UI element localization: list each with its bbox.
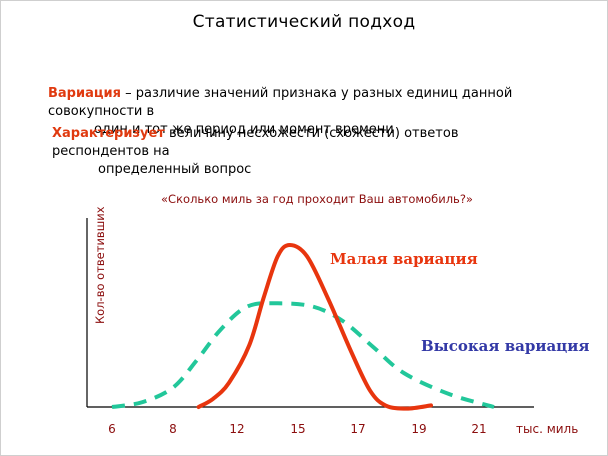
- definition-variation: Вариация – различие значений признака у …: [48, 85, 578, 139]
- x-tick-labels: 6 8 12 15 17 19 21: [108, 422, 486, 436]
- high-variation-label: Высокая вариация: [421, 337, 589, 355]
- slide-title: Статистический подход: [192, 12, 416, 32]
- x-tick-label: 19: [411, 422, 426, 436]
- x-tick-label: 8: [169, 422, 177, 436]
- definition-characterizes: Характеризует величину несхожести (схоже…: [52, 125, 552, 179]
- x-tick-label: 12: [229, 422, 244, 436]
- x-tick-label: 21: [471, 422, 486, 436]
- x-tick-label: 6: [108, 422, 116, 436]
- definition-text-line1: различие значений признака у разных един…: [48, 86, 513, 119]
- definition-separator: –: [120, 86, 136, 101]
- definition-text-line2: один и тот же период или момент времени: [94, 122, 394, 137]
- low-variation-label: Малая вариация: [330, 250, 478, 268]
- high-variation-curve: [111, 301, 495, 409]
- low-variation-curve: [196, 243, 433, 411]
- y-axis-label: Кол-во ответивших: [93, 206, 107, 324]
- definition-text-line1: величину несхожести (схожести) ответов р…: [52, 126, 459, 159]
- survey-question: «Сколько миль за год проходит Ваш автомо…: [161, 192, 473, 206]
- x-axis-unit-label: тыс. миль: [516, 422, 578, 436]
- x-tick-label: 15: [290, 422, 305, 436]
- definition-text-line2: определенный вопрос: [98, 162, 252, 177]
- x-tick-label: 17: [350, 422, 365, 436]
- definition-term: Характеризует: [52, 126, 165, 141]
- definition-term: Вариация: [48, 86, 121, 101]
